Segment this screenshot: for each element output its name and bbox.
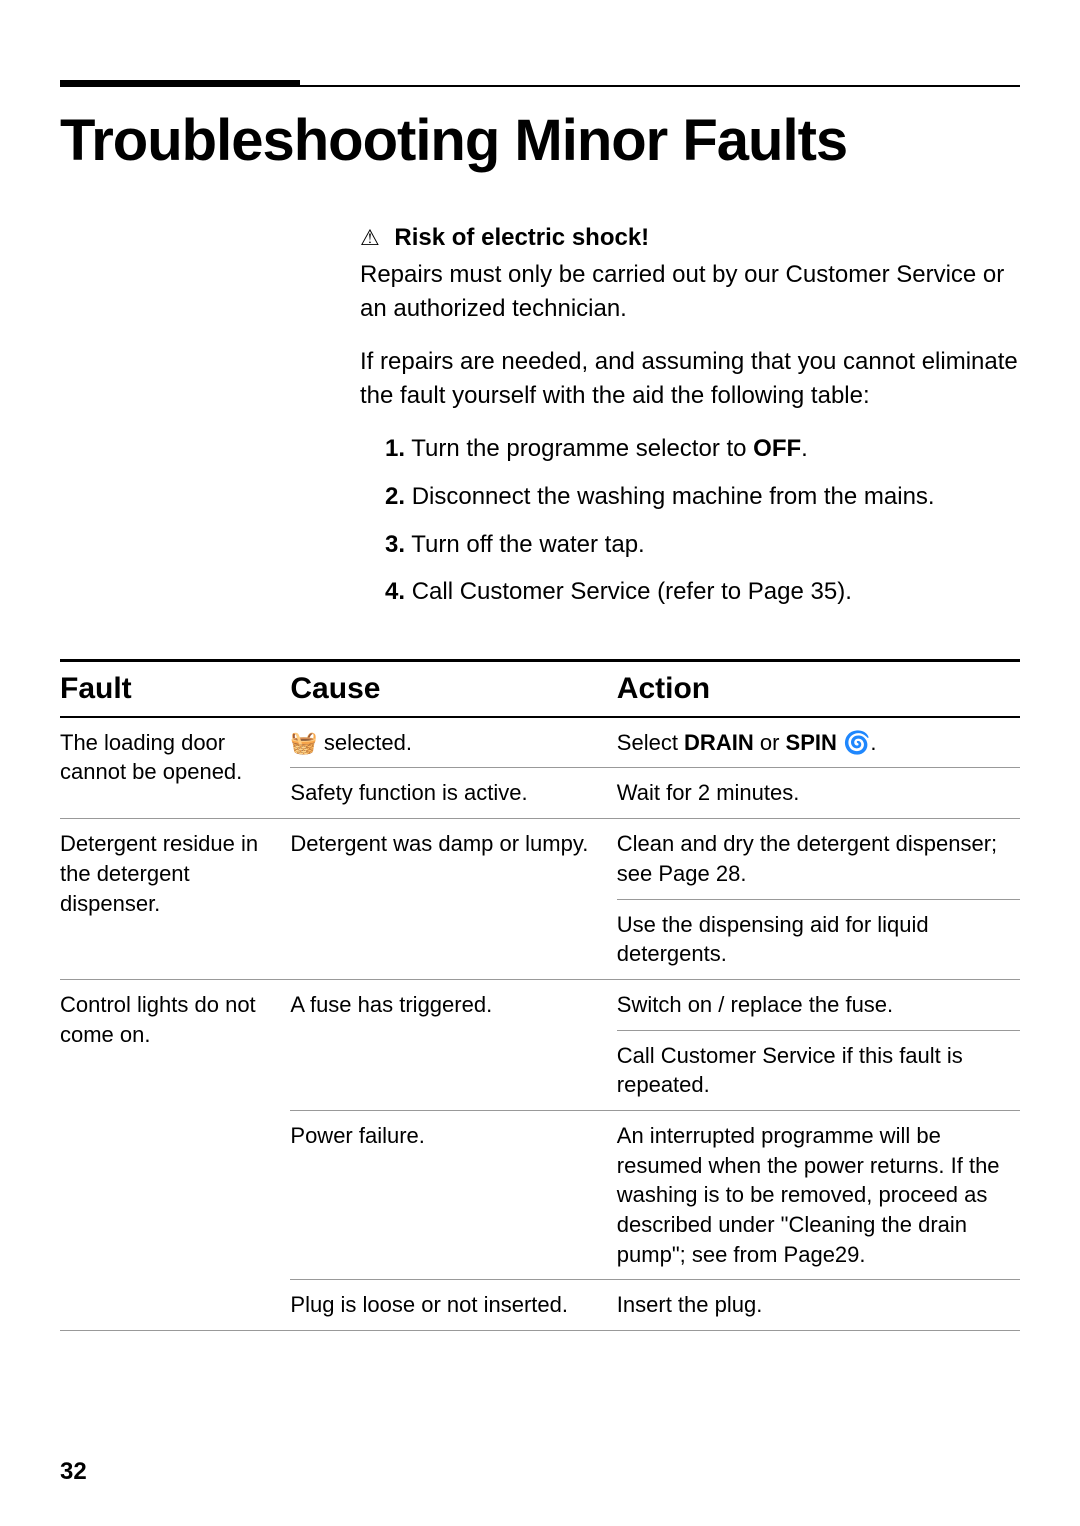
step-post: . [801,435,808,462]
action-post: . [870,730,876,755]
step-text: Call Customer Service (refer to Page 35)… [412,578,852,605]
header-rule [60,85,1020,87]
intro-section: ⚠ Risk of electric shock! Repairs must o… [360,224,1020,609]
header-fault: Fault [60,660,290,717]
action-bold: DRAIN [684,730,754,755]
cell-cause: 🧺 selected. [290,717,616,768]
rinse-hold-icon: 🧺 [290,730,317,755]
cell-cause: Detergent was damp or lumpy. [290,819,616,980]
cell-fault: Control lights do not come on. [60,979,290,1330]
warning-text: Repairs must only be carried out by our … [360,258,1020,325]
step-number: 3. [385,531,405,558]
step-number: 4. [385,578,405,605]
cell-fault: Detergent residue in the detergent dispe… [60,819,290,980]
cell-action: Clean and dry the detergent dispenser; s… [617,819,1020,899]
table-row: Detergent residue in the detergent dispe… [60,819,1020,899]
cell-cause-text: selected. [318,730,412,755]
intro-paragraph: If repairs are needed, and assuming that… [360,345,1020,412]
action-bold: SPIN [786,730,837,755]
cell-cause: A fuse has triggered. [290,979,616,1110]
page-number: 32 [60,1458,87,1486]
page-title: Troubleshooting Minor Faults [60,107,1020,174]
step-text: Turn the programme selector to [411,435,753,462]
cell-fault: The loading door cannot be opened. [60,717,290,819]
cell-action: Wait for 2 minutes. [617,768,1020,819]
warning-label: Risk of electric shock! [394,224,649,251]
step-list: 1. Turn the programme selector to OFF. 2… [385,432,1020,608]
cell-action: Call Customer Service if this fault is r… [617,1030,1020,1110]
troubleshooting-table: Fault Cause Action The loading door cann… [60,659,1020,1331]
step-number: 2. [385,483,405,510]
step-3: 3. Turn off the water tap. [385,528,1020,562]
cell-cause: Power failure. [290,1110,616,1279]
cell-action: Switch on / replace the fuse. [617,979,1020,1030]
step-bold: OFF [753,435,801,462]
step-text: Turn off the water tap. [411,531,644,558]
warning-icon: ⚠ [360,225,380,250]
table-row: Control lights do not come on. A fuse ha… [60,979,1020,1030]
cell-cause: Safety function is active. [290,768,616,819]
spin-icon: 🌀 [837,730,871,755]
action-pre: Select [617,730,684,755]
header-action: Action [617,660,1020,717]
header-cause: Cause [290,660,616,717]
action-mid: or [754,730,786,755]
cell-action: An interrupted programme will be resumed… [617,1110,1020,1279]
step-text: Disconnect the washing machine from the … [412,483,935,510]
table-header-row: Fault Cause Action [60,660,1020,717]
cell-action: Select DRAIN or SPIN 🌀. [617,717,1020,768]
step-2: 2. Disconnect the washing machine from t… [385,480,1020,514]
cell-action: Use the dispensing aid for liquid deterg… [617,899,1020,979]
step-4: 4. Call Customer Service (refer to Page … [385,575,1020,609]
step-number: 1. [385,435,405,462]
warning-line: ⚠ Risk of electric shock! [360,224,1020,252]
cell-action: Insert the plug. [617,1280,1020,1331]
table-row: The loading door cannot be opened. 🧺 sel… [60,717,1020,768]
cell-cause: Plug is loose or not inserted. [290,1280,616,1331]
step-1: 1. Turn the programme selector to OFF. [385,432,1020,466]
